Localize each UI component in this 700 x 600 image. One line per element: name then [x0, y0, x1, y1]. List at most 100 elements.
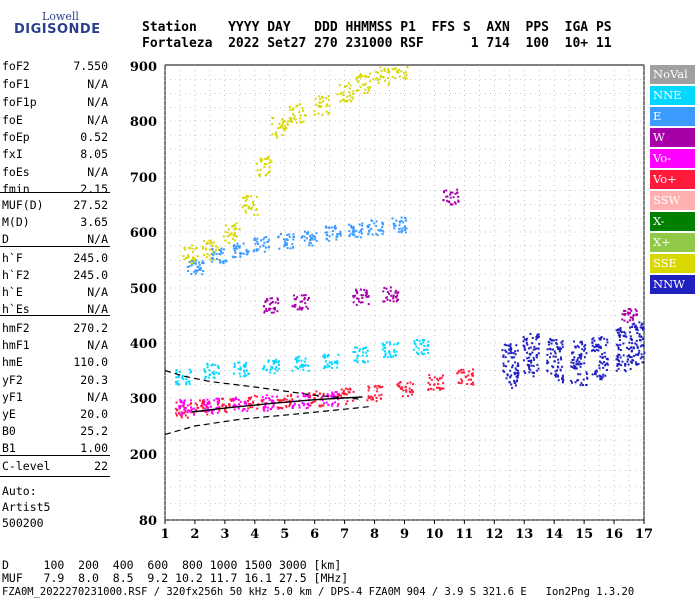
- data-point: [323, 365, 326, 368]
- data-point: [182, 404, 185, 407]
- data-point: [272, 360, 275, 363]
- data-point: [401, 395, 404, 398]
- data-point: [554, 374, 557, 377]
- data-point: [283, 397, 286, 400]
- data-point: [586, 376, 589, 379]
- data-point: [530, 361, 533, 364]
- data-point: [311, 233, 314, 236]
- data-point: [250, 396, 253, 399]
- data-point: [513, 382, 516, 385]
- data-point: [383, 69, 386, 72]
- data-point: [559, 369, 562, 372]
- data-point: [272, 116, 275, 119]
- data-point: [292, 107, 295, 110]
- data-point: [627, 348, 630, 351]
- param-label: B1: [2, 441, 16, 455]
- data-point: [550, 372, 553, 375]
- data-point: [298, 306, 301, 309]
- data-point: [208, 409, 211, 412]
- data-point: [440, 376, 443, 379]
- data-point: [174, 380, 177, 383]
- data-point: [243, 402, 246, 405]
- data-point: [369, 72, 372, 75]
- data-point: [292, 233, 295, 236]
- data-point: [361, 222, 364, 225]
- data-point: [259, 245, 262, 248]
- data-point: [284, 243, 287, 246]
- trace-profile-lower: [164, 405, 372, 435]
- data-point: [300, 308, 303, 311]
- data-point: [628, 341, 631, 344]
- data-point: [640, 324, 643, 327]
- data-point: [405, 77, 408, 80]
- data-point: [307, 231, 310, 234]
- data-point: [331, 233, 334, 236]
- data-point: [385, 287, 388, 290]
- data-point: [363, 91, 366, 94]
- data-point: [514, 384, 517, 387]
- data-point: [629, 335, 632, 338]
- data-point: [527, 347, 530, 350]
- data-point: [396, 384, 399, 387]
- data-point: [208, 373, 211, 376]
- data-point: [361, 224, 364, 227]
- data-point: [229, 398, 232, 401]
- data-point: [533, 348, 536, 351]
- data-point: [273, 306, 276, 309]
- data-point: [283, 128, 286, 131]
- data-point: [216, 246, 219, 249]
- data-point: [277, 360, 280, 363]
- data-point: [189, 406, 192, 409]
- data-point: [328, 235, 331, 238]
- data-point: [266, 409, 269, 412]
- data-point: [502, 362, 505, 365]
- data-point: [276, 297, 279, 300]
- data-point: [397, 298, 400, 301]
- data-point: [328, 361, 331, 364]
- data-point: [364, 88, 367, 91]
- data-point: [351, 399, 354, 402]
- data-point: [237, 246, 240, 249]
- data-point: [303, 235, 306, 238]
- data-point: [517, 362, 520, 365]
- data-point: [303, 230, 306, 233]
- data-point: [217, 406, 220, 409]
- data-point: [324, 97, 327, 100]
- data-point: [375, 220, 378, 223]
- data-point: [380, 74, 383, 77]
- data-point: [461, 380, 464, 383]
- data-point: [186, 411, 189, 414]
- data-point: [352, 233, 355, 236]
- data-point: [403, 72, 406, 75]
- data-point: [182, 405, 185, 408]
- data-point: [635, 363, 638, 366]
- data-point: [333, 226, 336, 229]
- x-tick-label: 6: [310, 527, 319, 542]
- data-point: [318, 101, 321, 104]
- data-point: [195, 259, 198, 262]
- data-point: [269, 368, 272, 371]
- data-point: [233, 233, 236, 236]
- data-point: [606, 363, 609, 366]
- param-value: 8.05: [80, 147, 108, 161]
- data-point: [391, 217, 394, 220]
- data-point: [359, 73, 362, 76]
- data-point: [256, 407, 259, 410]
- data-point: [283, 124, 286, 127]
- data-point: [264, 404, 267, 407]
- data-point: [208, 376, 211, 379]
- data-point: [211, 256, 214, 259]
- data-point: [182, 412, 185, 415]
- data-point: [331, 394, 334, 397]
- data-point: [193, 270, 196, 273]
- data-point: [315, 232, 318, 235]
- data-point: [380, 70, 383, 73]
- data-point: [255, 195, 258, 198]
- data-point: [528, 359, 531, 362]
- param-row: yF1 N/A: [2, 391, 110, 403]
- data-point: [470, 383, 473, 386]
- data-point: [549, 352, 552, 355]
- data-point: [225, 411, 228, 414]
- data-point: [367, 397, 370, 400]
- data-point: [584, 344, 587, 347]
